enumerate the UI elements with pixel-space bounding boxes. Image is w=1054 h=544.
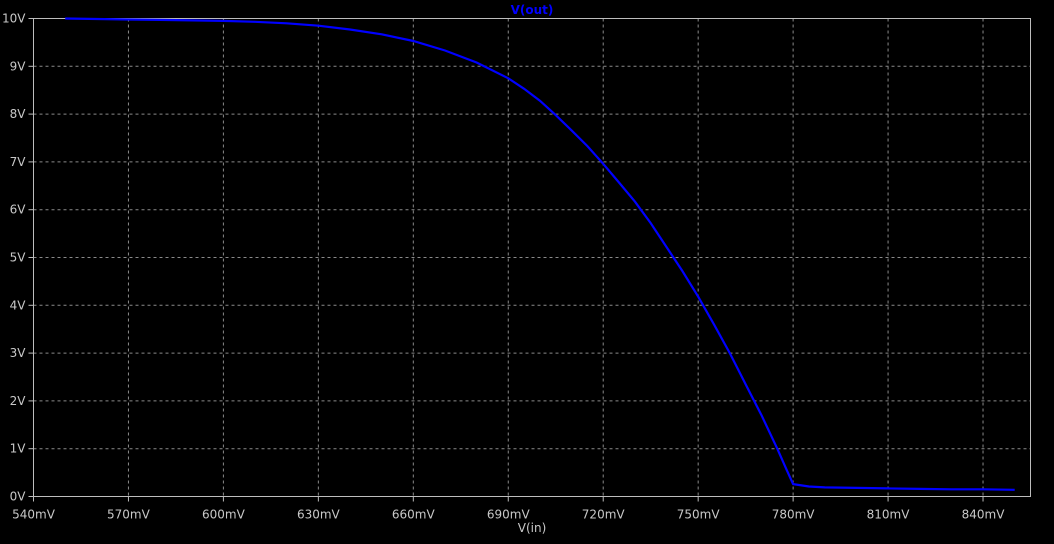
grid-lines [33, 18, 1031, 497]
x-tick-label: 540mV [12, 508, 56, 522]
x-tick-label: 600mV [202, 508, 246, 522]
y-tick-label: 4V [10, 298, 27, 312]
x-tick-label: 750mV [677, 508, 721, 522]
x-tick-label: 810mV [867, 508, 911, 522]
y-tick-label: 3V [10, 346, 27, 360]
x-tick-label: 570mV [107, 508, 151, 522]
x-axis-title: V(in) [518, 521, 547, 535]
series-line-vout[interactable] [65, 17, 1015, 491]
trace-title[interactable]: V(out) [511, 3, 554, 17]
y-tick-label: 9V [10, 59, 27, 73]
x-tick-label: 690mV [487, 508, 531, 522]
x-tick-labels: 540mV 570mV 600mV 630mV 660mV 690mV 720mV 750mV… [12, 508, 1005, 522]
y-tick-label: 5V [10, 251, 27, 265]
trace-layer [65, 17, 1015, 491]
x-tick-label: 780mV [772, 508, 816, 522]
x-tick-label: 720mV [582, 508, 626, 522]
y-tick-label: 0V [10, 490, 27, 504]
y-tick-label: 8V [10, 107, 27, 121]
y-tick-label: 2V [10, 394, 27, 408]
x-tick-label: 660mV [392, 508, 436, 522]
y-tick-label: 7V [10, 155, 27, 169]
y-tick-label: 1V [10, 442, 27, 456]
y-tick-label: 6V [10, 203, 27, 217]
axis-ticks [28, 18, 984, 502]
y-tick-labels: 0V 1V 2V 3V 4V 5V 6V 7V 8V 9V 10V [2, 12, 26, 504]
x-tick-label: 840mV [962, 508, 1006, 522]
x-tick-label: 630mV [297, 508, 341, 522]
y-tick-label: 10V [2, 12, 26, 26]
plot-frame [33, 18, 1031, 497]
